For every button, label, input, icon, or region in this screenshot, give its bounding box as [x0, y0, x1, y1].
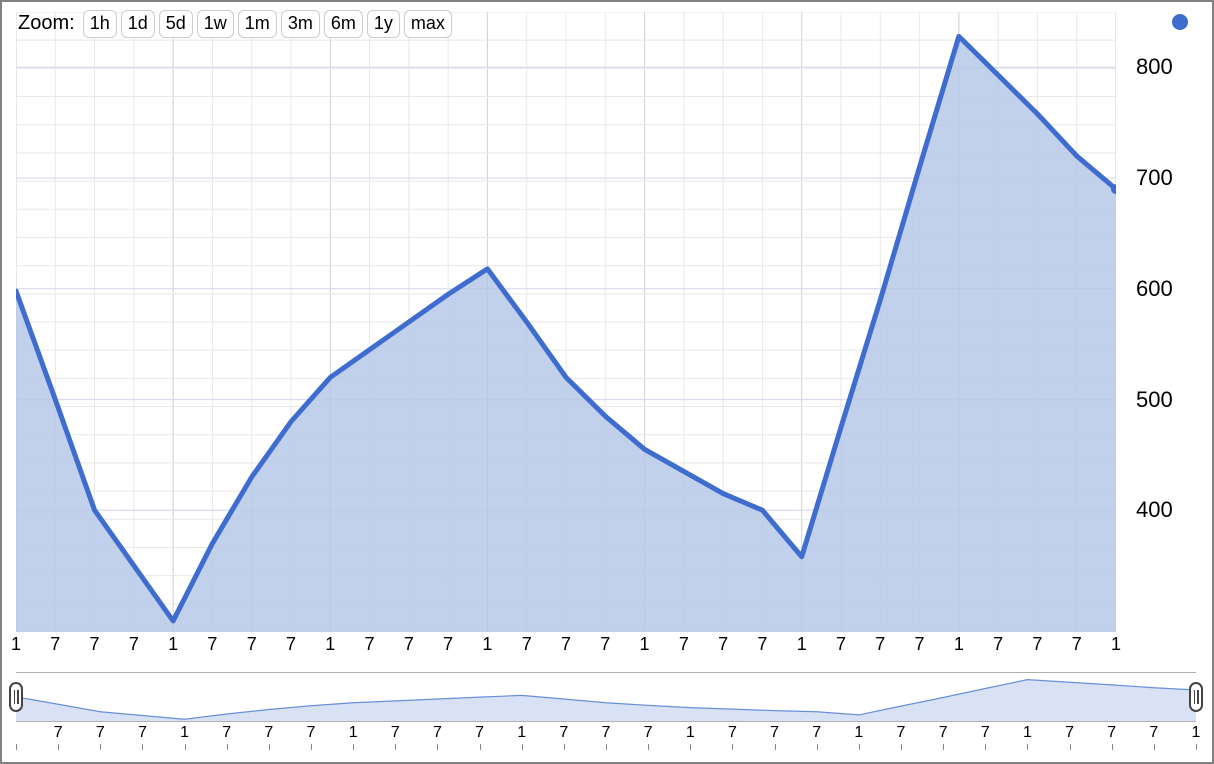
x-tick-label: 1: [954, 634, 964, 655]
zoom-btn-1m[interactable]: 1m: [238, 10, 277, 38]
overview-x-tick-label: 7: [54, 724, 63, 742]
x-tick-label: 7: [404, 634, 414, 655]
overview-x-tick-label: 7: [939, 724, 948, 742]
overview-x-tick-label: 1: [180, 724, 189, 742]
zoom-btn-max[interactable]: max: [404, 10, 452, 38]
overview-x-tick-label: 7: [138, 724, 147, 742]
overview-chart[interactable]: [16, 672, 1196, 722]
overview-x-tick-label: 7: [981, 724, 990, 742]
zoom-toolbar: Zoom: 1h 1d 5d 1w 1m 3m 6m 1y max: [18, 10, 452, 38]
x-axis: 17771777177717771777177717771: [16, 634, 1196, 658]
x-tick-label: 7: [757, 634, 767, 655]
x-tick-label: 7: [443, 634, 453, 655]
x-tick-label: 7: [915, 634, 925, 655]
x-tick-label: 7: [993, 634, 1003, 655]
overview-x-tick-label: 7: [602, 724, 611, 742]
x-tick-label: 1: [11, 634, 21, 655]
y-tick-label: 400: [1136, 497, 1173, 523]
overview-x-tick-label: 1: [517, 724, 526, 742]
overview-x-tick-label: 1: [1192, 724, 1201, 742]
zoom-btn-3m[interactable]: 3m: [281, 10, 320, 38]
x-tick-label: 1: [797, 634, 807, 655]
zoom-btn-6m[interactable]: 6m: [324, 10, 363, 38]
overview-x-tick-label: 7: [770, 724, 779, 742]
main-chart-plot[interactable]: [16, 12, 1116, 632]
overview-x-tick-label: 7: [1065, 724, 1074, 742]
y-tick-label: 800: [1136, 54, 1173, 80]
x-tick-label: 7: [1072, 634, 1082, 655]
x-tick-label: 7: [50, 634, 60, 655]
zoom-btn-1y[interactable]: 1y: [367, 10, 400, 38]
x-tick-label: 1: [168, 634, 178, 655]
y-tick-label: 700: [1136, 165, 1173, 191]
overview-x-tick-label: 1: [349, 724, 358, 742]
overview-x-tick-label: 7: [391, 724, 400, 742]
overview-x-tick-label: 7: [559, 724, 568, 742]
zoom-btn-5d[interactable]: 5d: [159, 10, 193, 38]
y-tick-label: 600: [1136, 276, 1173, 302]
zoom-btn-1h[interactable]: 1h: [83, 10, 117, 38]
overview-x-tick-label: 7: [1107, 724, 1116, 742]
x-tick-label: 7: [600, 634, 610, 655]
overview-x-tick-label: 7: [96, 724, 105, 742]
overview-x-tick-label: 7: [728, 724, 737, 742]
x-tick-label: 7: [365, 634, 375, 655]
legend-series-dot[interactable]: [1172, 14, 1188, 30]
overview-x-tick-label: 1: [686, 724, 695, 742]
range-handle-left[interactable]: [9, 682, 23, 712]
x-tick-label: 1: [640, 634, 650, 655]
zoom-btn-1d[interactable]: 1d: [121, 10, 155, 38]
y-axis: 400 500 600 700 800: [1122, 12, 1202, 632]
x-tick-label: 7: [1032, 634, 1042, 655]
range-handle-right[interactable]: [1189, 682, 1203, 712]
x-tick-label: 1: [325, 634, 335, 655]
overview-x-tick-label: 7: [433, 724, 442, 742]
y-tick-label: 500: [1136, 387, 1173, 413]
overview-x-tick-label: 7: [222, 724, 231, 742]
x-tick-label: 1: [482, 634, 492, 655]
overview-x-axis: 7771777177717771777177717771: [16, 724, 1196, 744]
zoom-label: Zoom:: [18, 12, 75, 35]
x-tick-label: 7: [286, 634, 296, 655]
x-tick-label: 7: [207, 634, 217, 655]
x-tick-label: 7: [679, 634, 689, 655]
x-tick-label: 7: [90, 634, 100, 655]
x-tick-label: 7: [129, 634, 139, 655]
overview-x-tick-label: 7: [307, 724, 316, 742]
x-tick-label: 7: [522, 634, 532, 655]
x-tick-label: 7: [718, 634, 728, 655]
chart-container: Zoom: 1h 1d 5d 1w 1m 3m 6m 1y max 400 500…: [0, 0, 1214, 764]
overview-x-tick-label: 1: [854, 724, 863, 742]
overview-x-tick-label: 7: [475, 724, 484, 742]
overview-x-tick-label: 7: [1149, 724, 1158, 742]
x-tick-label: 7: [561, 634, 571, 655]
x-tick-label: 1: [1111, 634, 1121, 655]
x-tick-label: 7: [247, 634, 257, 655]
overview-x-tick-label: 7: [644, 724, 653, 742]
overview-x-tick-label: 1: [1023, 724, 1032, 742]
x-tick-label: 7: [875, 634, 885, 655]
overview-x-tick-label: 7: [264, 724, 273, 742]
zoom-btn-1w[interactable]: 1w: [197, 10, 234, 38]
overview-x-tick-label: 7: [897, 724, 906, 742]
overview-x-tick-label: 7: [812, 724, 821, 742]
x-tick-label: 7: [836, 634, 846, 655]
